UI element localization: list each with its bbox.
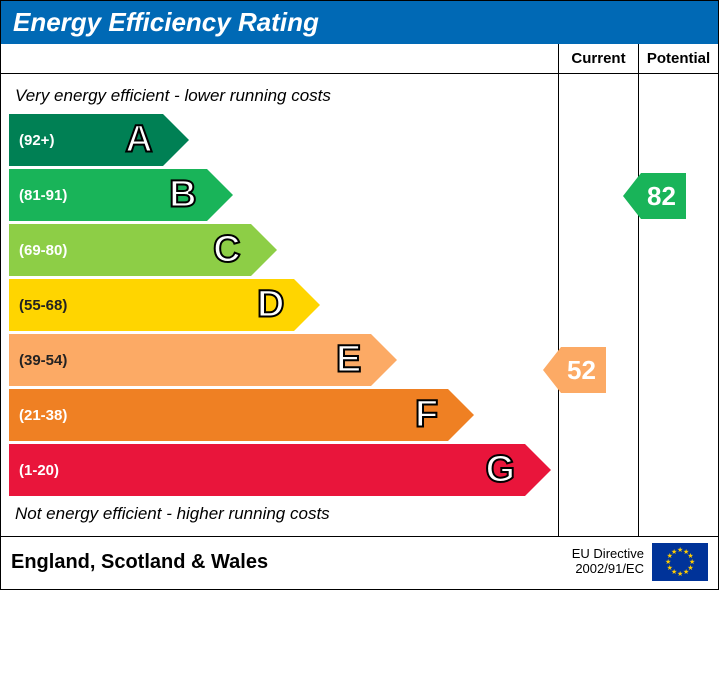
band-arrow-g [525, 444, 551, 496]
eu-star: ★ [677, 570, 683, 578]
eu-star: ★ [683, 568, 689, 576]
band-range-b: (81-91) [9, 187, 67, 204]
band-row-a: (92+) A [9, 114, 558, 166]
current-rating-marker-value: 52 [561, 347, 606, 393]
band-row-f: (21-38) F [9, 389, 558, 441]
eu-star: ★ [671, 548, 677, 556]
caption-bottom: Not energy efficient - higher running co… [1, 504, 558, 524]
band-bar-g: (1-20) G [9, 444, 525, 496]
potential-rating-column: 82 [638, 74, 718, 536]
chart-title: Energy Efficiency Rating [13, 7, 319, 37]
header-spacer [1, 44, 558, 73]
band-letter-d: D [257, 284, 284, 327]
region-label: England, Scotland & Wales [11, 551, 572, 574]
current-rating-column: 52 [558, 74, 638, 536]
band-letter-b: B [169, 174, 196, 217]
current-rating-marker-arrow [543, 347, 561, 393]
column-header-potential: Potential [638, 44, 718, 73]
footer: England, Scotland & Wales EU Directive 2… [1, 536, 718, 589]
band-arrow-b [207, 169, 233, 221]
column-header-current: Current [558, 44, 638, 73]
band-arrow-d [294, 279, 320, 331]
potential-rating-marker-value: 82 [641, 173, 686, 219]
band-bar-d: (55-68) D [9, 279, 294, 331]
band-row-b: (81-91) B [9, 169, 558, 221]
band-row-g: (1-20) G [9, 444, 558, 496]
eu-flag-icon: ★★★★★★★★★★★★ [652, 543, 708, 581]
band-range-d: (55-68) [9, 297, 67, 314]
band-arrow-e [371, 334, 397, 386]
band-letter-f: F [415, 394, 438, 437]
band-bar-c: (69-80) C [9, 224, 251, 276]
potential-rating-marker: 82 [623, 173, 686, 219]
chart-body: Very energy efficient - lower running co… [1, 74, 718, 536]
bands-container: (92+) A (81-91) B (69-80) C (55-68) D (39-54) E (2… [1, 114, 558, 496]
band-bar-f: (21-38) F [9, 389, 448, 441]
band-bar-e: (39-54) E [9, 334, 371, 386]
band-arrow-c [251, 224, 277, 276]
current-rating-marker: 52 [543, 347, 606, 393]
band-arrow-f [448, 389, 474, 441]
band-range-c: (69-80) [9, 242, 67, 259]
eu-directive-text: EU Directive 2002/91/EC [572, 547, 644, 577]
potential-rating-marker-arrow [623, 173, 641, 219]
band-bar-b: (81-91) B [9, 169, 207, 221]
band-range-a: (92+) [9, 132, 54, 149]
band-range-f: (21-38) [9, 407, 67, 424]
bands-column: Very energy efficient - lower running co… [1, 74, 558, 536]
band-row-e: (39-54) E [9, 334, 558, 386]
band-bar-a: (92+) A [9, 114, 163, 166]
title-bar: Energy Efficiency Rating [1, 1, 718, 44]
band-row-d: (55-68) D [9, 279, 558, 331]
band-letter-a: A [125, 119, 152, 162]
band-range-e: (39-54) [9, 352, 67, 369]
epc-chart: Energy Efficiency Rating Current Potenti… [0, 0, 719, 590]
directive-line1: EU Directive [572, 546, 644, 561]
band-letter-g: G [485, 449, 515, 492]
column-header-row: Current Potential [1, 44, 718, 74]
band-letter-c: C [213, 229, 240, 272]
band-range-g: (1-20) [9, 462, 59, 479]
band-row-c: (69-80) C [9, 224, 558, 276]
band-letter-e: E [336, 339, 361, 382]
directive-line2: 2002/91/EC [575, 561, 644, 576]
band-arrow-a [163, 114, 189, 166]
caption-top: Very energy efficient - lower running co… [1, 86, 558, 106]
